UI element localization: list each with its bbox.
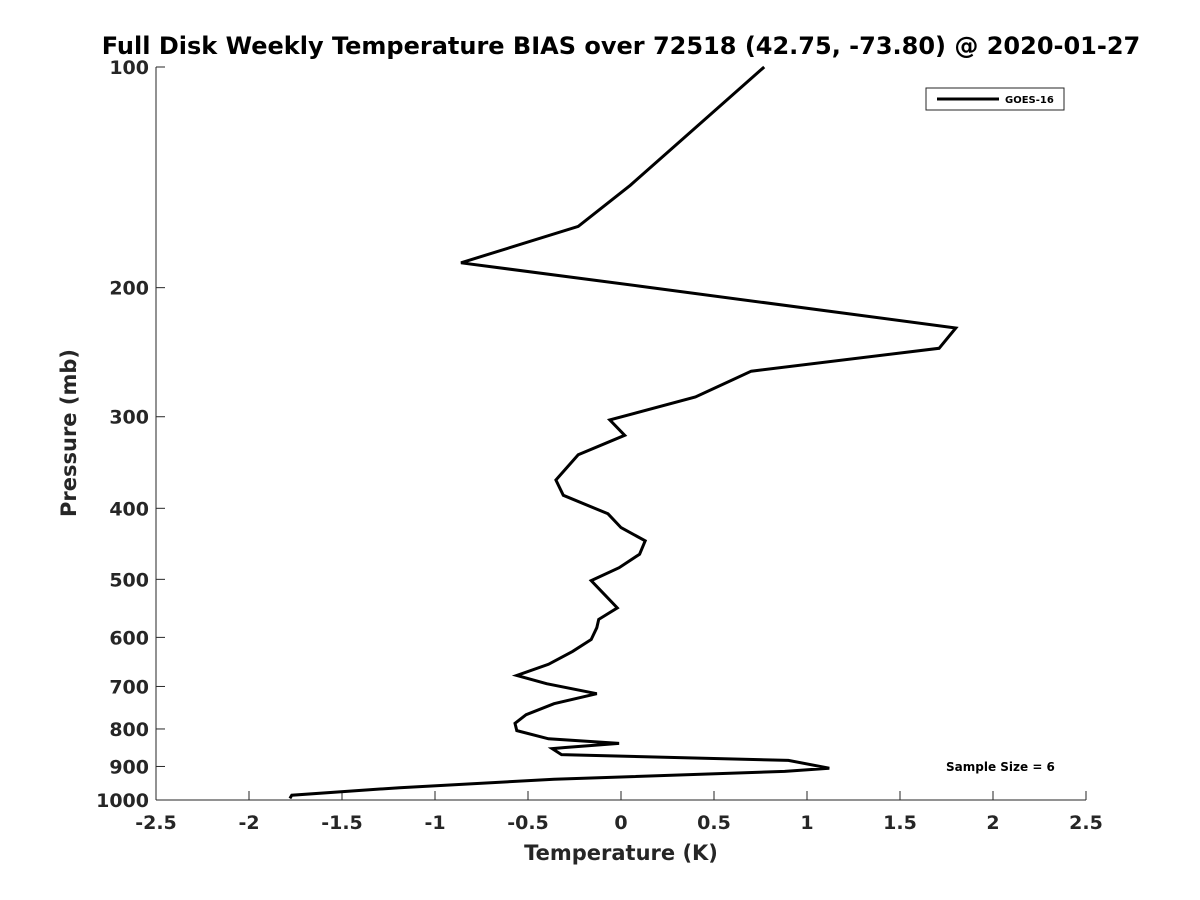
y-tick-label: 100 <box>109 57 149 79</box>
x-tick-label: -2.5 <box>135 812 177 834</box>
y-tick-label: 800 <box>109 719 149 741</box>
x-tick-label: -2 <box>238 812 259 834</box>
y-tick-label: 900 <box>109 756 149 778</box>
legend: GOES-16 <box>925 87 1065 111</box>
x-tick-label: -0.5 <box>507 812 549 834</box>
legend-label-goes-16: GOES-16 <box>1005 95 1054 106</box>
y-tick-label: 700 <box>109 676 149 698</box>
y-tick-label: 1000 <box>96 790 149 812</box>
x-tick-label: 1.5 <box>883 812 917 834</box>
x-axis-label: Temperature (K) <box>524 841 718 865</box>
chart-title: Full Disk Weekly Temperature BIAS over 7… <box>102 32 1141 60</box>
y-tick-label: 500 <box>109 569 149 591</box>
sample-size-annotation: Sample Size = 6 <box>946 760 1055 774</box>
x-tick-label: -1 <box>424 812 445 834</box>
y-axis-label: Pressure (mb) <box>57 349 81 517</box>
x-tick-label: 0.5 <box>697 812 731 834</box>
x-tick-label: 2.5 <box>1069 812 1103 834</box>
y-axis-ticks: 100 200 300 400 500 600 700 800 900 1000 <box>96 57 165 812</box>
y-tick-label: 400 <box>109 498 149 520</box>
y-tick-label: 300 <box>109 407 149 429</box>
x-axis-ticks: -2.5 -2 -1.5 -1 -0.5 0 0.5 1 1.5 2 2.5 <box>135 791 1103 834</box>
series-layer <box>288 65 959 800</box>
x-tick-label: -1.5 <box>321 812 363 834</box>
y-tick-label: 600 <box>109 627 149 649</box>
x-tick-label: 2 <box>986 812 999 834</box>
x-tick-label: 1 <box>800 812 813 834</box>
series-line-goes-16 <box>288 65 959 800</box>
y-tick-label: 200 <box>109 278 149 300</box>
x-tick-label: 0 <box>614 812 627 834</box>
